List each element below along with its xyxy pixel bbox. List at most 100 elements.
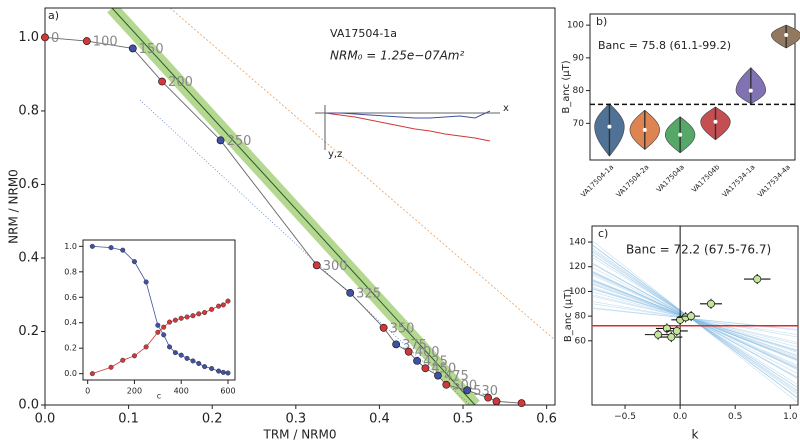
point-label: 0: [51, 31, 59, 46]
fan-line: [592, 288, 798, 352]
x-axis-label: k: [692, 428, 699, 442]
y-axis-label: B_anc (μT): [561, 60, 572, 113]
fan-line: [592, 280, 798, 361]
fan-line: [592, 301, 798, 338]
bound-line: [169, 8, 555, 341]
fan-line: [592, 278, 798, 362]
panel: 0.0 0.2 0.4 0.6 0.8 1.0 0 200 400 600 c: [64, 239, 236, 401]
y-tick-label: 0.4: [64, 318, 77, 327]
data-point: [202, 364, 208, 370]
panel: 60 80 100 120 140 −0.5 0.0 0.5 1.0 k B_anc (μT) c) B…: [563, 225, 799, 442]
annotation: Banc = 72.2 (67.5-76.7): [626, 243, 771, 257]
fan-line: [592, 247, 798, 396]
zij-yz-label: y,z: [328, 149, 342, 160]
y-tick-label: 0.2: [18, 324, 39, 339]
data-point: [108, 245, 114, 251]
fan-line: [592, 287, 798, 352]
data-point: [167, 319, 173, 325]
x-tick-label: 0.1: [118, 411, 139, 426]
violin-median: [784, 32, 789, 37]
x-tick-label: 0.6: [536, 411, 557, 426]
x-tick-label: −0.5: [614, 412, 636, 422]
data-point: [190, 313, 196, 319]
data-point: [196, 311, 202, 317]
fan-line: [592, 272, 798, 369]
data-point: [220, 302, 226, 308]
y-tick-label: 1.0: [64, 242, 77, 251]
data-point: [662, 324, 671, 333]
violin-median: [678, 132, 683, 137]
y-tick-label: 0.2: [64, 344, 77, 353]
data-point: [434, 371, 442, 380]
data-point: [707, 299, 715, 308]
data-point: [225, 370, 231, 376]
fan-line: [592, 284, 798, 356]
y-axis-label: NRM / NRM0: [7, 169, 21, 244]
fan-line: [592, 262, 798, 379]
fan-line: [592, 295, 798, 343]
data-point: [379, 323, 388, 332]
y-axis-label: B_anc (μT): [563, 289, 574, 342]
data-point: [687, 312, 696, 321]
data-point: [161, 324, 167, 330]
data-point: [172, 350, 178, 356]
fan-line: [592, 307, 798, 331]
x-tick-label: 0: [85, 386, 90, 395]
fit-line: [111, 8, 476, 405]
fan-line: [592, 291, 798, 348]
y-tick-label: 100: [569, 287, 586, 297]
fan-line: [592, 286, 798, 353]
fan-line: [592, 271, 798, 370]
data-point: [143, 344, 149, 350]
y-tick-label: 70: [573, 119, 585, 129]
x-axis-label: c: [157, 392, 161, 401]
fan-line: [592, 282, 798, 358]
data-point: [312, 261, 321, 270]
data-point: [667, 333, 676, 342]
panel: 70 80 90 100 B_anc (μT) b) VA17504-1a VA17504-2…: [561, 13, 800, 199]
y-tick-label: 120: [569, 262, 586, 272]
data-point: [128, 44, 137, 53]
panel-label: a): [48, 9, 59, 22]
point-label: 400: [415, 345, 440, 360]
x-tick-label: VA17504a: [655, 163, 686, 194]
data-point: [654, 330, 663, 339]
point-label: 150: [139, 42, 164, 57]
zij-x-label: x: [503, 103, 509, 114]
y-tick-label: 0.8: [18, 103, 39, 118]
data-point: [131, 353, 137, 359]
fan-line: [592, 294, 798, 345]
data-point: [202, 310, 208, 316]
axes-frame: [589, 13, 796, 161]
data-point: [404, 347, 413, 356]
data-point: [216, 303, 222, 309]
y-tick-label: 60: [575, 336, 587, 346]
data-point: [131, 259, 137, 265]
x-tick-label: 600: [220, 386, 235, 395]
data-point: [421, 364, 430, 373]
annotation: Banc = 75.8 (61.1-99.2): [598, 39, 731, 52]
data-point: [225, 298, 231, 304]
fan-line: [592, 270, 798, 371]
fan-line: [592, 271, 798, 370]
fan-line: [592, 273, 798, 368]
point-label: 425: [423, 354, 448, 369]
data-point: [172, 317, 178, 323]
violin-median: [713, 119, 718, 124]
y-tick-label: 80: [573, 86, 585, 96]
data-point: [753, 275, 762, 284]
data-point: [184, 355, 190, 361]
x-tick-label: VA17504b: [690, 163, 721, 194]
x-tick-label: VA17534-1a: [721, 163, 757, 199]
data-point: [89, 371, 95, 377]
fan-line: [592, 263, 798, 378]
x-tick-label: 200: [127, 386, 142, 395]
data-point: [463, 386, 472, 395]
data-point: [492, 397, 501, 406]
fan-line: [592, 253, 798, 389]
data-point: [220, 369, 226, 375]
data-point: [108, 364, 114, 370]
fan-line: [592, 279, 798, 361]
fan-line: [592, 280, 798, 360]
